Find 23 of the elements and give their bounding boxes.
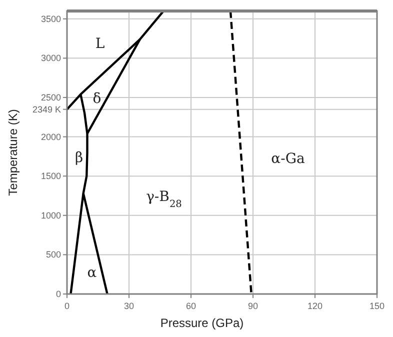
y-tick-label: 3000 — [40, 53, 61, 64]
y-tick-label: 1500 — [40, 171, 61, 182]
x-tick-label: 60 — [186, 301, 196, 311]
x-tick-label: 150 — [369, 301, 385, 311]
y-tick-label: 2000 — [40, 132, 61, 142]
x-tick-label: 120 — [307, 301, 323, 311]
annotation: β — [74, 150, 84, 166]
annotation: δ — [92, 91, 102, 107]
x-axis-title: Pressure (GPa) — [160, 316, 244, 330]
annotation: L — [95, 36, 105, 52]
y-tick-label: 3500 — [40, 14, 61, 24]
annotation: γ-B$_{28}$ — [146, 189, 182, 210]
y-tick-label: 2500 — [40, 92, 61, 102]
y-tick-label: 0 — [56, 289, 61, 299]
annotation: α-Ga — [271, 151, 305, 167]
y-axis-title: Temperature (K) — [6, 109, 20, 196]
y-tick-label: 500 — [46, 250, 61, 260]
x-tick-label: 30 — [124, 301, 134, 311]
x-tick-label: 0 — [64, 301, 70, 311]
annotation: α — [87, 265, 98, 281]
x-tick-label: 90 — [248, 301, 258, 311]
y-tick-label: 2349 K — [32, 104, 61, 114]
y-tick-label: 1000 — [40, 210, 61, 220]
